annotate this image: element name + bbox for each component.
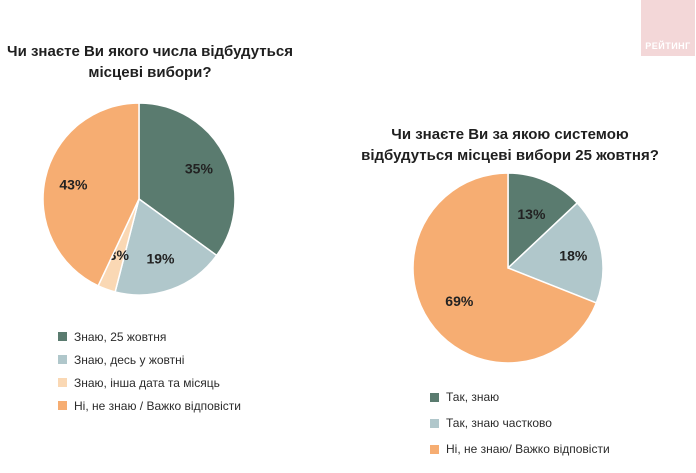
pie-value-label-2: 18% bbox=[559, 248, 588, 264]
chart2-title: Чи знаєте Ви за якою системою відбудутьс… bbox=[360, 124, 660, 166]
pie-slice-4 bbox=[42, 102, 140, 287]
legend-item: Знаю, інша дата та місяць bbox=[58, 371, 241, 394]
legend-swatch bbox=[430, 444, 439, 454]
chart1-title-line-1: Чи знаєте Ви якого числа відбудуться bbox=[7, 43, 293, 60]
pie-slice-2 bbox=[506, 201, 604, 304]
pie-chart-election-date: 35%19%3%43% bbox=[42, 102, 236, 296]
legend-swatch bbox=[58, 332, 67, 341]
pie-value-label-1: 13% bbox=[517, 206, 546, 222]
pie-value-label-4: 43% bbox=[59, 176, 88, 192]
chart1-title: Чи знаєте Ви якого числа відбудуться міс… bbox=[0, 41, 300, 83]
legend-item: Ні, не знаю / Важко відповісти bbox=[58, 394, 241, 417]
legend-swatch bbox=[58, 401, 67, 410]
legend-swatch bbox=[430, 418, 439, 428]
pie-value-label-1: 35% bbox=[185, 161, 214, 177]
legend-label: Знаю, десь у жовтні bbox=[74, 352, 185, 367]
legend-label: Так, знаю bbox=[446, 390, 500, 404]
legend-label: Знаю, інша дата та місяць bbox=[74, 375, 220, 390]
legend-item: Так, знаю bbox=[430, 384, 610, 410]
chart2-title-line-1: Чи знаєте Ви за якою системою bbox=[391, 126, 629, 143]
legend-item: Знаю, десь у жовтні bbox=[58, 348, 241, 371]
legend-item: Ні, не знаю/ Важко відповісти bbox=[430, 436, 610, 462]
rating-logo: РЕЙТИНГ bbox=[641, 0, 695, 56]
legend-item: Знаю, 25 жовтня bbox=[58, 325, 241, 348]
legend-label: Ні, не знаю / Важко відповісти bbox=[74, 398, 241, 413]
legend-item: Так, знаю частково bbox=[430, 410, 610, 436]
legend-swatch bbox=[430, 392, 439, 402]
legend-label: Ні, не знаю/ Важко відповісти bbox=[446, 442, 610, 456]
logo-text: РЕЙТИНГ bbox=[645, 41, 691, 51]
legend-label: Так, знаю частково bbox=[446, 416, 552, 430]
legend-label: Знаю, 25 жовтня bbox=[74, 329, 167, 344]
pie-slice-2 bbox=[114, 197, 218, 296]
legend-swatch bbox=[58, 378, 67, 387]
pie-slice-3 bbox=[412, 172, 598, 364]
chart1-title-line-2: місцеві вибори? bbox=[88, 64, 212, 81]
legend-swatch bbox=[58, 355, 67, 364]
pie-slice-1 bbox=[507, 172, 579, 270]
pie-slice-1 bbox=[138, 102, 236, 257]
pie-value-label-2: 19% bbox=[146, 251, 175, 267]
chart2-title-line-2: відбудуться місцеві вибори 25 жовтня? bbox=[361, 147, 659, 164]
chart2-legend: Так, знаю Так, знаю частково Ні, не знаю/ … bbox=[430, 384, 610, 462]
chart1-legend: Знаю, 25 жовтня Знаю, десь у жовтні Знаю, … bbox=[58, 325, 241, 417]
pie-value-label-3: 69% bbox=[445, 293, 474, 309]
pie-chart-election-system: 13% 18% 69% bbox=[412, 172, 604, 364]
